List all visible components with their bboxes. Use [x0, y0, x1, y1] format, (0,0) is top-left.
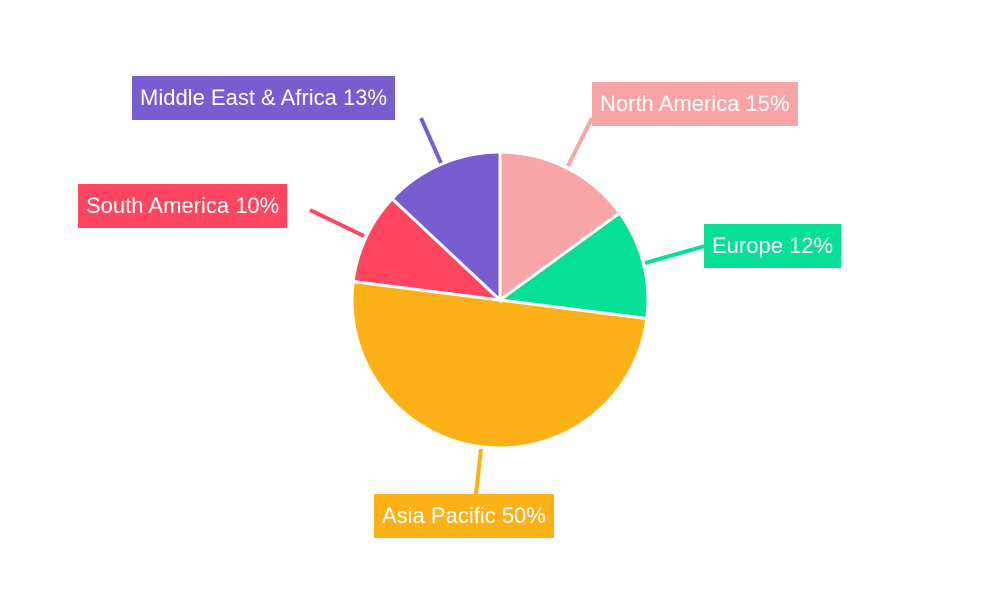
- leader-line-europe: [644, 244, 706, 265]
- leader-line-north-america: [566, 117, 594, 167]
- pie-slice-middle-east-africa[interactable]: [389, 150, 502, 304]
- leader-line-south-america: [309, 208, 365, 238]
- pie-slice-europe[interactable]: [496, 210, 650, 321]
- data-label-asia-pacific: Asia Pacific 50%: [374, 494, 554, 538]
- leader-line-middle-east-africa: [419, 117, 443, 164]
- data-label-europe: Europe 12%: [704, 224, 842, 268]
- pie-slice-asia-pacific[interactable]: [350, 279, 649, 450]
- data-label-north-america: North America 15%: [592, 82, 798, 126]
- data-label-south-america: South America 10%: [78, 184, 288, 228]
- pie-slice-north-america[interactable]: [498, 150, 622, 303]
- pie-slice-south-america[interactable]: [351, 196, 505, 303]
- data-label-middle-east-africa: Middle East & Africa 13%: [132, 76, 396, 120]
- leader-line-asia-pacific: [474, 448, 483, 495]
